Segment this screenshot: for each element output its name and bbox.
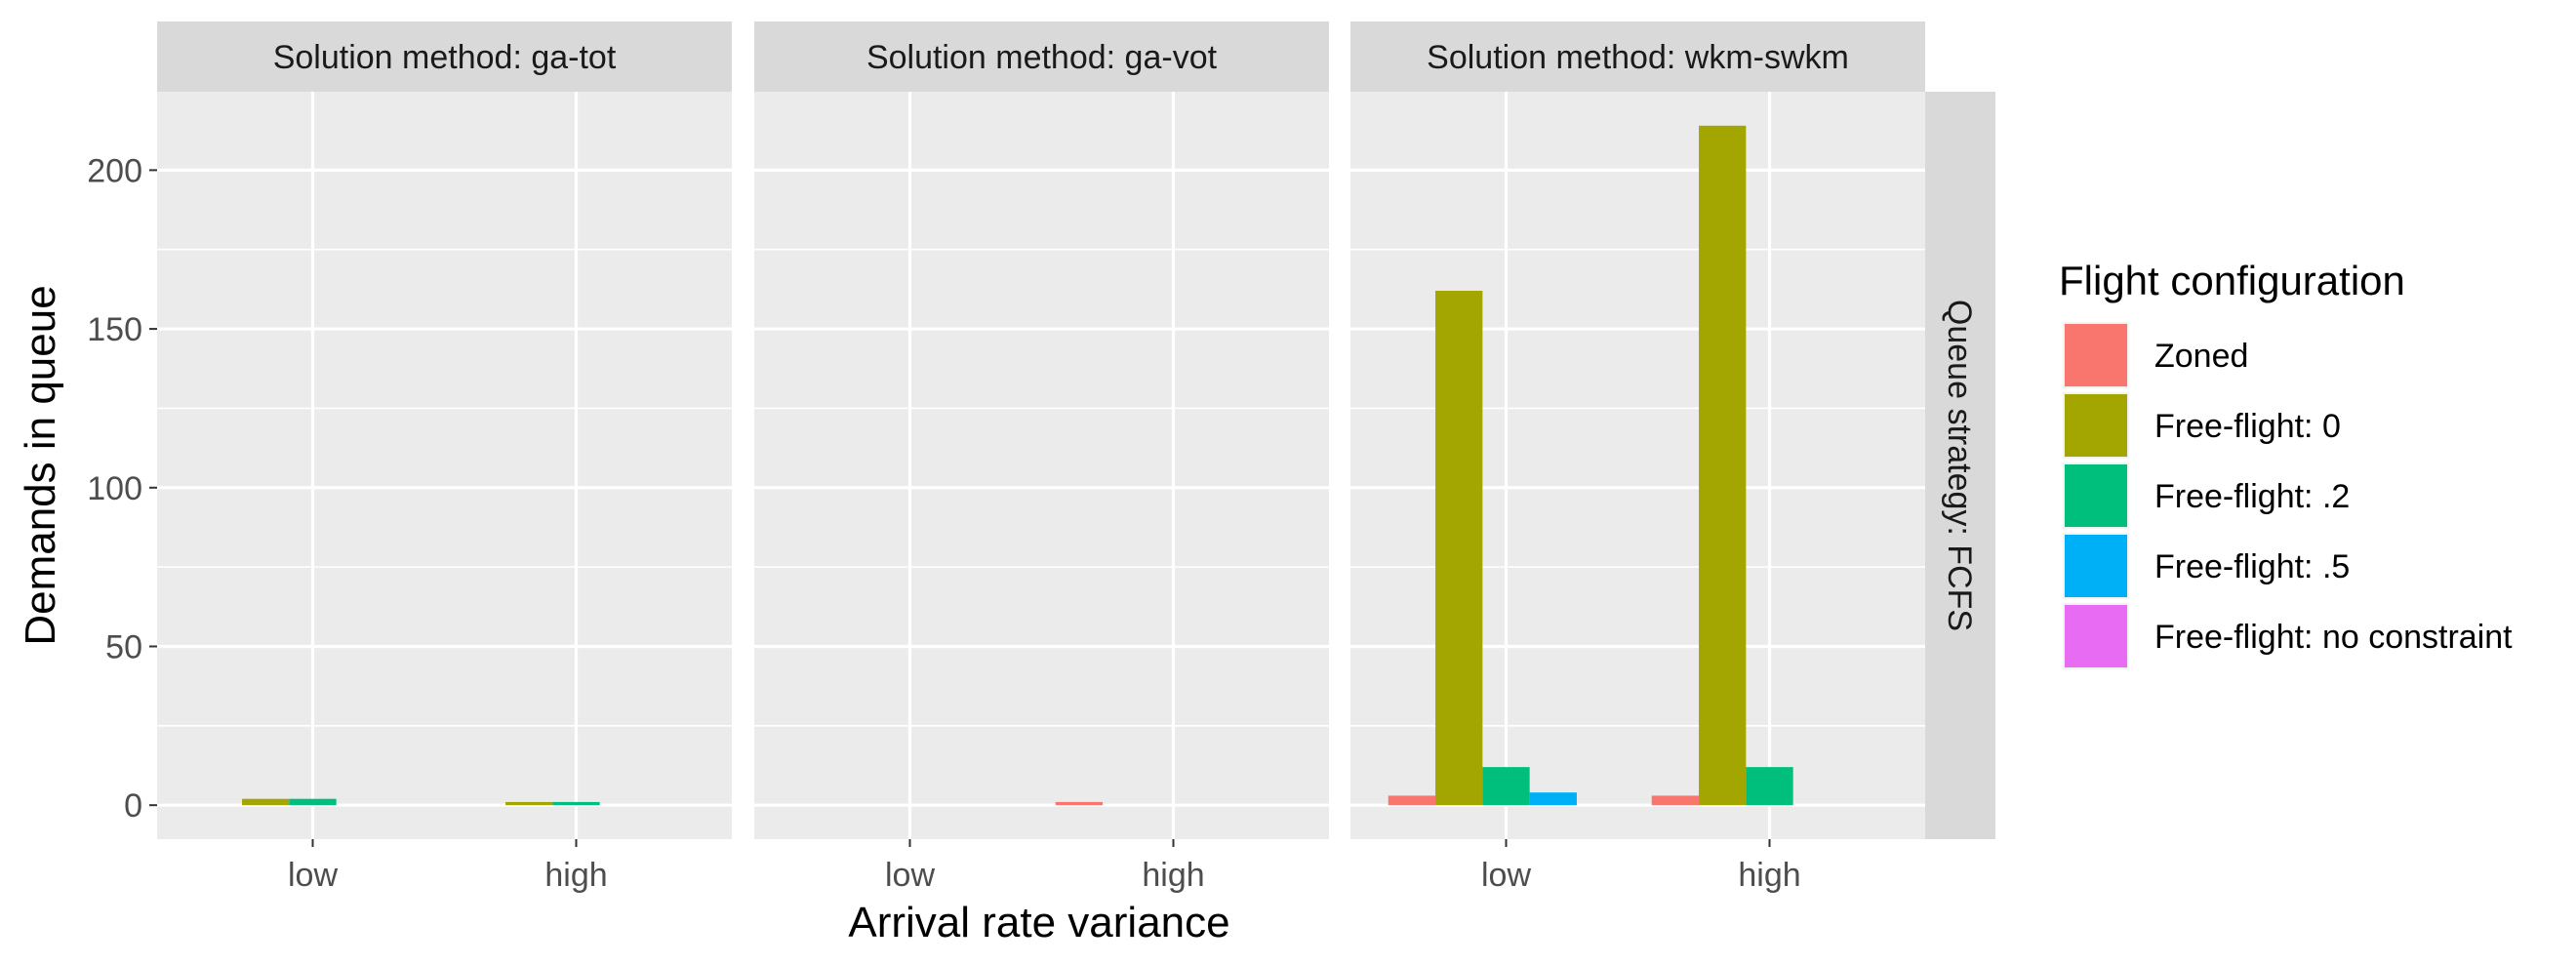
panel-wkm-swkm: Solution method: wkm-swkm low high (1350, 21, 1925, 894)
legend-label: Free-flight: .5 (2154, 548, 2350, 585)
bar (289, 798, 337, 806)
panel-ga-tot: Solution method: ga-tot low high (157, 21, 732, 894)
facet-strip-label: Solution method: ga-vot (866, 39, 1218, 76)
x-tick-label: low (1481, 857, 1531, 894)
x-axis-title: Arrival rate variance (848, 899, 1229, 946)
legend-key (2065, 535, 2127, 597)
y-tick-label: 0 (124, 787, 142, 825)
bar (1435, 291, 1483, 806)
bar (1699, 125, 1747, 806)
facet-strip-background (157, 21, 732, 92)
y-axis-title: Demands in queue (17, 285, 64, 645)
facet-strip-label: Solution method: wkm-swkm (1427, 39, 1849, 76)
y-axis: 0 50 100 150 200 (87, 152, 157, 825)
bar (552, 801, 600, 806)
bar (505, 801, 553, 806)
bar (1651, 795, 1700, 806)
legend-title: Flight configuration (2059, 258, 2405, 303)
bar (1388, 795, 1436, 806)
y-tick-label: 150 (87, 311, 142, 348)
legend-key (2065, 394, 2127, 457)
panel-ga-vot: Solution method: ga-vot low high (754, 21, 1329, 894)
bar (1055, 801, 1104, 806)
panel-background (157, 92, 732, 839)
bar (1746, 767, 1793, 806)
bar (1482, 767, 1530, 806)
facet-strip-background (754, 21, 1329, 92)
x-tick-label: low (288, 857, 338, 894)
row-strip-label: Queue strategy: FCFS (1941, 300, 1978, 631)
x-tick-label: low (885, 857, 935, 894)
y-tick-label: 100 (87, 470, 142, 507)
legend-label: Free-flight: no constraint (2154, 619, 2513, 656)
row-strip: Queue strategy: FCFS (1925, 92, 1995, 839)
legend: Flight configuration Zoned Free-flight: 0… (2059, 258, 2513, 669)
panel-background (754, 92, 1329, 839)
x-tick-label: high (1142, 857, 1204, 894)
y-tick-label: 200 (87, 152, 142, 189)
facet-strip-label: Solution method: ga-tot (273, 39, 617, 76)
y-tick-label: 50 (105, 628, 142, 665)
x-tick-label: high (1738, 857, 1800, 894)
x-tick-label: high (544, 857, 607, 894)
legend-label: Free-flight: .2 (2154, 478, 2350, 515)
facet-strip-background (1350, 21, 1925, 92)
legend-label: Free-flight: 0 (2154, 408, 2341, 445)
bar (242, 798, 290, 806)
legend-items: Zoned Free-flight: 0 Free-flight: .2 Free-f… (2063, 322, 2513, 669)
legend-label: Zoned (2154, 338, 2248, 375)
legend-key (2065, 324, 2127, 386)
legend-key (2065, 464, 2127, 527)
bar (1529, 792, 1577, 806)
legend-key (2065, 605, 2127, 667)
row-strip-background (1925, 92, 1995, 839)
